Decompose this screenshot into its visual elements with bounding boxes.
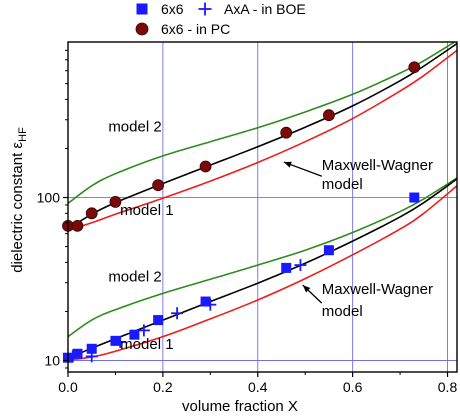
- legend-label-1: AxA - in BOE: [224, 1, 306, 17]
- curve-boe-model-1: [68, 185, 457, 361]
- point-plus-4: [171, 307, 184, 320]
- annotation-7: model 1: [120, 336, 173, 353]
- point-circle-5: [199, 160, 212, 173]
- curves: [68, 42, 457, 361]
- y-tick-label-1: 100: [37, 190, 61, 206]
- point-plus-1: [85, 350, 98, 363]
- arrow-head-0: [283, 161, 292, 168]
- curve-boe-model-2: [68, 177, 457, 338]
- point-plus-2: [114, 335, 127, 348]
- point-square-8: [323, 245, 334, 256]
- point-plus-6: [294, 259, 307, 272]
- annotation-5: Maxwell-Wagner: [322, 281, 433, 298]
- point-plus-3: [137, 324, 150, 337]
- point-circle-2: [85, 207, 98, 220]
- y-tick-label-0: 10: [44, 352, 60, 368]
- annotation-2: model: [322, 176, 363, 193]
- x-tick-label-4: 0.8: [438, 379, 458, 395]
- annotation-6: model: [322, 303, 363, 320]
- x-tick-label-3: 0.6: [343, 379, 363, 395]
- point-square-6: [200, 296, 211, 307]
- point-square-4: [129, 329, 140, 340]
- curve-pc-model-2: [68, 42, 457, 205]
- annotation-1: Maxwell-Wagner: [322, 157, 433, 174]
- point-plus-0: [66, 350, 79, 363]
- point-square-9: [409, 192, 420, 203]
- data-points: [62, 61, 421, 363]
- point-square-2: [86, 343, 97, 354]
- annotation-0: model 2: [108, 118, 161, 135]
- y-axis-title-main: dielectric constant ε: [9, 142, 26, 273]
- point-circle-4: [152, 179, 165, 192]
- curve-boe-maxwell-wagner: [68, 178, 457, 360]
- arrows: [283, 161, 323, 304]
- legend-marker-2: [135, 22, 149, 36]
- point-square-7: [281, 262, 292, 273]
- point-square-3: [110, 335, 121, 346]
- legend-marker-0: [136, 3, 148, 15]
- point-circle-8: [408, 61, 421, 74]
- arrow-head-1: [302, 285, 311, 293]
- point-circle-1: [71, 219, 84, 232]
- point-square-1: [72, 348, 83, 359]
- point-square-5: [153, 315, 164, 326]
- y-axis-title: dielectric constant εHF: [9, 127, 29, 273]
- annotation-4: model 2: [108, 269, 161, 286]
- point-plus-5: [204, 298, 217, 311]
- legend-marker-1: [198, 2, 212, 16]
- legend-label-0: 6x6: [161, 1, 184, 17]
- legend: 6x6 AxA - in BOE 6x6 - in PC: [135, 1, 306, 37]
- annotation-3: model 1: [120, 202, 173, 219]
- x-tick-label-1: 0.2: [153, 379, 173, 395]
- y-axis-title-subscript: HF: [17, 127, 29, 142]
- legend-label-2: 6x6 - in PC: [161, 21, 230, 37]
- curve-pc-model-1: [68, 49, 457, 231]
- x-tick-label-0: 0.0: [58, 379, 78, 395]
- point-circle-6: [280, 126, 293, 139]
- point-circle-3: [109, 195, 122, 208]
- axis-ticks: 0.0 0.2 0.4 0.6 0.8 10 100: [37, 49, 458, 395]
- annotations: model 2 Maxwell-Wagner model model 1 model 2…: [108, 118, 433, 353]
- x-tick-label-2: 0.4: [248, 379, 268, 395]
- point-circle-7: [323, 109, 335, 122]
- plot-frame: [67, 41, 458, 373]
- curve-pc-maxwell-wagner: [68, 42, 457, 230]
- x-axis-title: volume fraction X: [182, 398, 298, 415]
